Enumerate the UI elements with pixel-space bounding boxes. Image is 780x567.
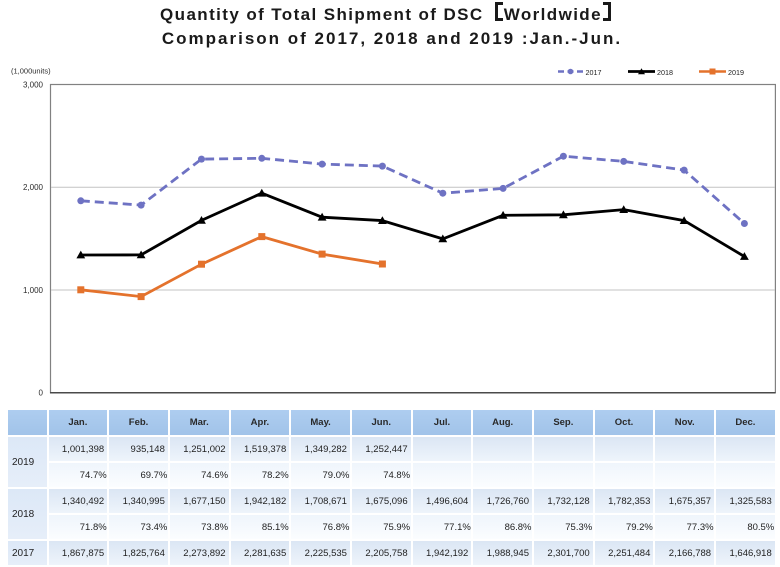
svg-text:2,000: 2,000 — [23, 183, 44, 192]
svg-text:2017: 2017 — [586, 68, 602, 77]
svg-text:0: 0 — [39, 389, 44, 398]
svg-text:(1,000units): (1,000units) — [11, 67, 51, 76]
svg-text:2019: 2019 — [728, 68, 744, 77]
svg-text:1,000: 1,000 — [23, 286, 44, 295]
svg-text:3,000: 3,000 — [23, 81, 44, 90]
svg-text:2018: 2018 — [657, 68, 673, 77]
